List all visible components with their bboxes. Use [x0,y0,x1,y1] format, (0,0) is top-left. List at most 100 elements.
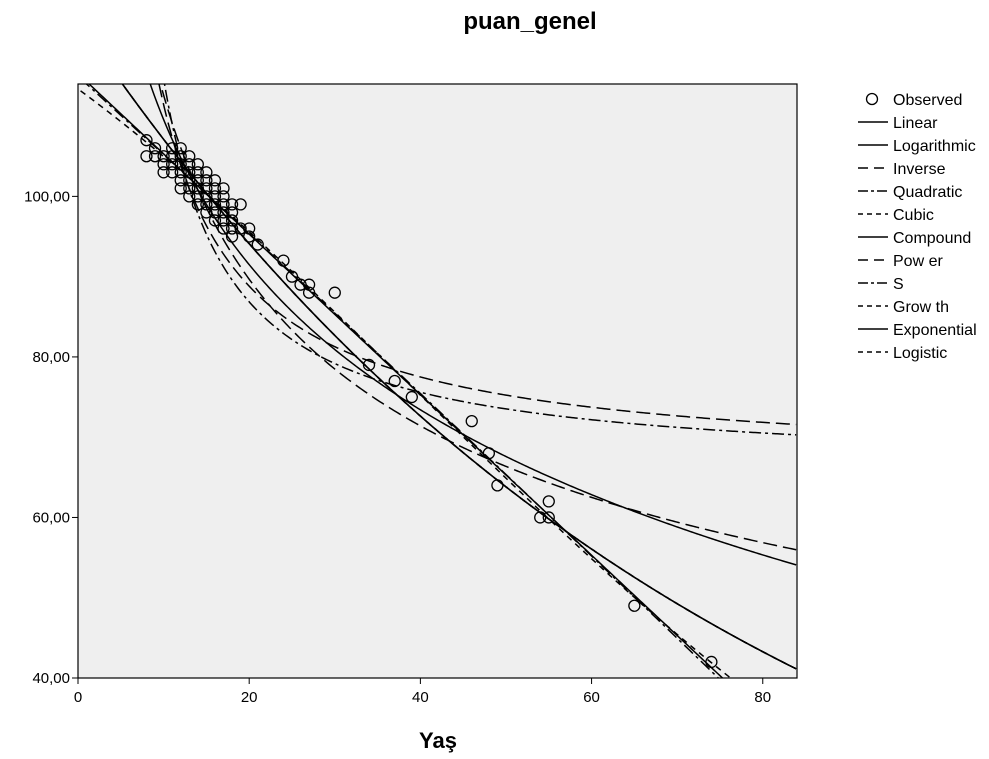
curve-quadratic [85,84,720,678]
observed-point [183,166,196,179]
observed-point [157,166,170,179]
observed-point [166,166,179,179]
observed-point [183,190,196,203]
x-axis-label: Yaş [419,728,457,753]
curve-cubic [80,90,732,678]
chart-title: puan_genel [463,8,597,35]
observed-point [174,166,187,179]
legend-label: Pow er [893,253,943,270]
y-tick-label: 100,00 [24,188,70,205]
observed-point [140,134,153,147]
observed-point [328,286,341,299]
observed-point [191,198,204,211]
observed-point [174,150,187,163]
observed-point [191,166,204,179]
legend-label: Logarithmic [893,138,976,155]
observed-point [191,182,204,195]
observed-point [140,150,153,163]
observed-point [191,174,204,187]
y-tick-label: 80,00 [32,349,70,366]
observed-point [191,190,204,203]
observed-point [217,190,230,203]
observed-point [200,198,213,211]
observed-point [285,270,299,283]
legend-entry: Logarithmic [858,138,976,155]
x-tick-label: 80 [754,689,771,706]
observed-point [166,142,179,155]
observed-point [208,190,222,203]
observed-point [217,222,230,235]
observed-point [174,158,187,171]
observed-point [302,278,316,291]
observed-point [542,511,555,524]
observed-point [148,150,162,163]
observed-point [200,206,213,219]
legend-label: Cubic [893,207,934,224]
x-tick-label: 40 [412,689,429,706]
observed-point [183,174,196,187]
observed-point [208,206,222,219]
observed-point [157,150,170,163]
observed-point [491,479,504,492]
observed-point [174,174,187,187]
observed-point [217,206,230,219]
observed-point [225,206,239,219]
legend-label: Quadratic [893,184,962,201]
observed-point [166,158,179,171]
observed-point [174,142,187,155]
observed-point [628,599,641,612]
observed-point [208,182,222,195]
observed-point [362,358,376,372]
legend-entry: Exponential [858,322,977,339]
observed-point [166,150,179,163]
legend-entry: Cubic [858,207,934,224]
observed-point [208,198,222,211]
observed-point [243,230,256,243]
observed-point [225,198,239,211]
observed-point [534,511,547,524]
legend-entry: Logistic [858,345,947,362]
observed-point [183,182,196,195]
legend-entry: Pow er [858,253,943,270]
observed-point [225,214,239,227]
plot-frame [77,83,798,679]
observed-point [174,182,187,195]
legend-marker [865,92,879,106]
observed-point [148,142,162,155]
observed-point [217,214,230,227]
observed-point [388,374,401,388]
legend-label: Compound [893,230,971,247]
observed-point [225,222,239,235]
observed-point [243,222,256,235]
legend-entry: Linear [858,115,938,132]
observed-point [183,158,196,171]
observed-point [294,278,307,291]
observed-point [705,655,718,669]
observed-point [208,214,222,227]
legend-label: S [893,276,904,293]
observed-point [200,182,213,195]
legend-entry: Observed [865,92,962,109]
legend-entry: S [858,276,904,293]
legend-label: Exponential [893,322,977,339]
observed-point [405,390,418,404]
x-tick-label: 0 [74,689,82,706]
observed-point [217,198,230,211]
legend-label: Grow th [893,299,949,316]
observed-point [234,222,247,235]
observed-point [465,414,478,428]
y-tick-label: 60,00 [32,509,70,526]
legend-label: Logistic [893,345,947,362]
observed-point [200,190,213,203]
observed-point [183,150,196,163]
observed-point [225,230,239,243]
observed-point [482,447,496,460]
legend-label: Observed [893,92,962,109]
legend-entry: Grow th [858,299,949,316]
y-tick-label: 40,00 [32,670,70,687]
observed-point [217,182,230,195]
observed-point [251,238,264,251]
observed-point [234,198,247,211]
legend-label: Inverse [893,161,946,178]
